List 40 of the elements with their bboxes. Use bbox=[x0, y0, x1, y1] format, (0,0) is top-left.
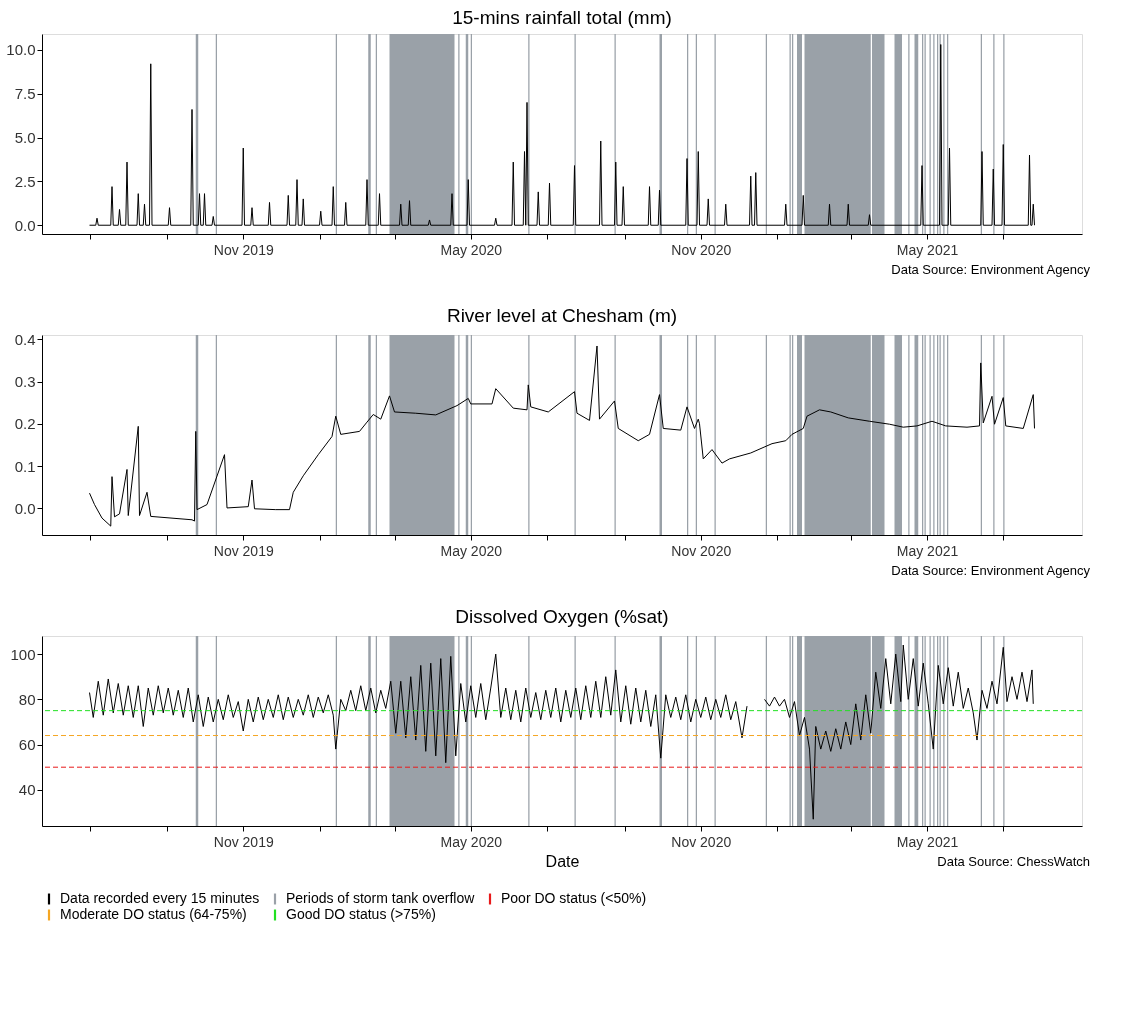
source-note: Data Source: ChessWatch bbox=[937, 854, 1090, 869]
x-tick-label: May 2021 bbox=[896, 241, 959, 258]
x-tick-label: May 2020 bbox=[440, 833, 503, 850]
y-tick-label: 5.0 bbox=[14, 129, 36, 147]
x-tick-label: Nov 2020 bbox=[671, 542, 732, 559]
chart-title: Dissolved Oxygen (%sat) bbox=[455, 606, 669, 628]
y-tick-label: 0.0 bbox=[14, 216, 36, 234]
x-tick-label: Nov 2019 bbox=[213, 542, 274, 559]
chart-title: River level at Chesham (m) bbox=[446, 305, 678, 327]
x-tick-label: Nov 2019 bbox=[213, 241, 274, 258]
y-tick-label: 0.1 bbox=[14, 457, 36, 475]
y-tick-label: 0.2 bbox=[14, 415, 36, 433]
legend-label: Periods of storm tank overflow bbox=[286, 890, 476, 906]
x-tick-label: Nov 2020 bbox=[671, 833, 732, 850]
line-series bbox=[89, 345, 1035, 527]
y-tick-label: 100 bbox=[10, 645, 36, 663]
y-tick-label: 7.5 bbox=[14, 85, 36, 103]
y-tick-label: 40 bbox=[18, 781, 36, 799]
legend-label: Good DO status (>75%) bbox=[286, 906, 436, 922]
y-tick-label: 10.0 bbox=[6, 41, 36, 59]
legend-label: Moderate DO status (64-75%) bbox=[60, 906, 247, 922]
y-tick-label: 0.3 bbox=[14, 373, 36, 391]
x-tick-label: May 2020 bbox=[440, 542, 503, 559]
chart-title: 15-mins rainfall total (mm) bbox=[452, 7, 672, 28]
y-tick-label: 0.4 bbox=[14, 330, 36, 348]
x-axis-title: Date bbox=[545, 852, 580, 870]
y-tick-label: 80 bbox=[18, 690, 36, 708]
x-tick-label: May 2020 bbox=[440, 241, 503, 258]
source-note: Data Source: Environment Agency bbox=[891, 262, 1091, 277]
y-tick-label: 60 bbox=[18, 736, 36, 754]
source-note: Data Source: Environment Agency bbox=[891, 563, 1091, 578]
x-tick-label: May 2021 bbox=[896, 833, 959, 850]
legend-label: Data recorded every 15 minutes bbox=[60, 890, 260, 906]
x-tick-label: Nov 2019 bbox=[213, 833, 274, 850]
x-tick-label: May 2021 bbox=[896, 542, 959, 559]
legend-label: Poor DO status (<50%) bbox=[501, 890, 647, 906]
y-tick-label: 2.5 bbox=[14, 172, 36, 190]
x-tick-label: Nov 2020 bbox=[671, 241, 732, 258]
y-tick-label: 0.0 bbox=[14, 499, 36, 517]
line-series bbox=[89, 44, 1035, 226]
